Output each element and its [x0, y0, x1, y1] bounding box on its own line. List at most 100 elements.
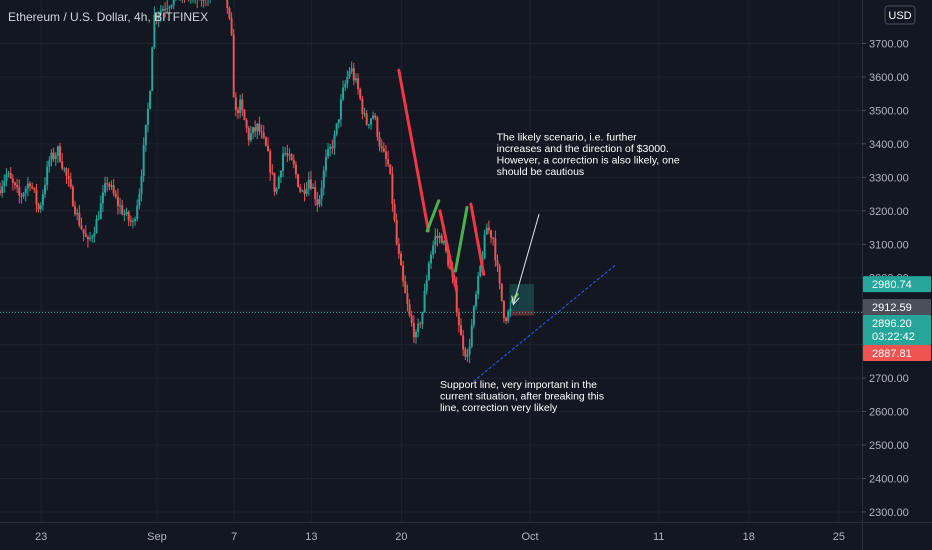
candle-body[interactable]: [335, 123, 338, 135]
candle-body[interactable]: [316, 199, 319, 205]
candle-body[interactable]: [466, 354, 469, 357]
candle-body[interactable]: [329, 146, 332, 150]
candle-body[interactable]: [110, 185, 113, 187]
candle-body[interactable]: [249, 133, 252, 141]
candle-body[interactable]: [29, 183, 32, 187]
candle-body[interactable]: [260, 131, 263, 133]
candle-body[interactable]: [22, 193, 25, 197]
candle-body[interactable]: [384, 151, 387, 160]
candle-body[interactable]: [282, 153, 285, 171]
red-drawing-line[interactable]: [469, 202, 486, 276]
candle-body[interactable]: [372, 115, 375, 119]
candle-body[interactable]: [468, 346, 471, 355]
candle-body[interactable]: [230, 18, 233, 35]
candle-body[interactable]: [432, 245, 435, 255]
candle-body[interactable]: [380, 146, 383, 149]
candle-body[interactable]: [237, 109, 240, 113]
candle-body[interactable]: [52, 152, 55, 159]
candle-body[interactable]: [226, 0, 229, 8]
candle-body[interactable]: [254, 127, 257, 132]
candle-body[interactable]: [151, 47, 154, 92]
candle-body[interactable]: [172, 0, 175, 6]
candle-body[interactable]: [14, 182, 17, 185]
candle-body[interactable]: [297, 174, 300, 187]
candle-body[interactable]: [440, 235, 443, 244]
price-axis[interactable]: 2300.002400.002500.002600.002700.002800.…: [862, 0, 932, 550]
candle-body[interactable]: [460, 325, 463, 336]
candle-body[interactable]: [354, 78, 357, 81]
candle-body[interactable]: [121, 205, 124, 215]
candle-body[interactable]: [442, 241, 445, 244]
candle-body[interactable]: [136, 205, 139, 220]
candle-body[interactable]: [309, 179, 312, 189]
candle-body[interactable]: [290, 154, 293, 160]
candle-body[interactable]: [228, 7, 231, 19]
candle-body[interactable]: [320, 187, 323, 200]
candle-body[interactable]: [101, 192, 104, 204]
candle-body[interactable]: [391, 173, 394, 204]
candle-body[interactable]: [470, 325, 473, 347]
candle-body[interactable]: [277, 177, 280, 189]
candle-body[interactable]: [376, 117, 379, 137]
candle-body[interactable]: [472, 306, 475, 326]
candle-body[interactable]: [65, 168, 68, 176]
candle-body[interactable]: [387, 159, 390, 165]
candle-body[interactable]: [314, 187, 317, 200]
candle-body[interactable]: [264, 137, 267, 146]
candle-body[interactable]: [146, 108, 149, 125]
candle-body[interactable]: [492, 237, 495, 239]
candle-body[interactable]: [20, 195, 23, 197]
candle-body[interactable]: [284, 153, 287, 155]
candle-body[interactable]: [402, 265, 405, 282]
candle-body[interactable]: [361, 98, 364, 114]
candle-body[interactable]: [307, 179, 310, 189]
candle-body[interactable]: [331, 146, 334, 149]
drawings-front[interactable]: [397, 68, 617, 382]
candle-body[interactable]: [86, 236, 89, 240]
candle-body[interactable]: [327, 149, 330, 157]
candle-body[interactable]: [430, 254, 432, 264]
candle-body[interactable]: [200, 0, 203, 1]
candle-body[interactable]: [322, 170, 325, 188]
candle-body[interactable]: [410, 315, 413, 323]
candle-body[interactable]: [91, 236, 94, 238]
candle-body[interactable]: [333, 134, 336, 149]
candle-body[interactable]: [412, 322, 415, 338]
candle-body[interactable]: [119, 205, 122, 207]
candle-body[interactable]: [129, 220, 132, 222]
candle-body[interactable]: [286, 153, 289, 156]
candle-body[interactable]: [41, 194, 44, 206]
candle-body[interactable]: [153, 14, 156, 48]
candle-body[interactable]: [417, 323, 420, 332]
candle-body[interactable]: [378, 136, 381, 147]
candle-body[interactable]: [406, 293, 409, 305]
candle-body[interactable]: [475, 294, 478, 307]
candle-body[interactable]: [457, 312, 460, 326]
candle-body[interactable]: [142, 145, 145, 177]
candle-body[interactable]: [164, 9, 167, 11]
candle-body[interactable]: [50, 152, 53, 161]
candle-body[interactable]: [363, 113, 366, 115]
candle-body[interactable]: [292, 159, 295, 165]
candle-body[interactable]: [487, 227, 490, 231]
candle-body[interactable]: [397, 243, 400, 254]
candle-body[interactable]: [241, 99, 244, 110]
candle-body[interactable]: [505, 318, 508, 322]
candle-body[interactable]: [239, 99, 242, 113]
candle-body[interactable]: [48, 160, 51, 167]
candle-body[interactable]: [455, 285, 458, 313]
candle-body[interactable]: [399, 253, 402, 266]
candle-body[interactable]: [0, 190, 1, 194]
candle-body[interactable]: [498, 266, 501, 284]
candle-body[interactable]: [44, 184, 47, 195]
candle-body[interactable]: [305, 188, 308, 194]
candle-body[interactable]: [18, 187, 21, 196]
candle-body[interactable]: [275, 188, 278, 192]
candle-body[interactable]: [56, 146, 59, 156]
candle-body[interactable]: [1, 186, 4, 194]
candle-body[interactable]: [84, 233, 87, 237]
time-axis[interactable]: 23 Sep 7 13 20 Oct 11 18 25: [0, 522, 932, 544]
candle-body[interactable]: [301, 190, 304, 192]
candle-body[interactable]: [427, 263, 430, 281]
red-drawing-line[interactable]: [397, 68, 430, 233]
